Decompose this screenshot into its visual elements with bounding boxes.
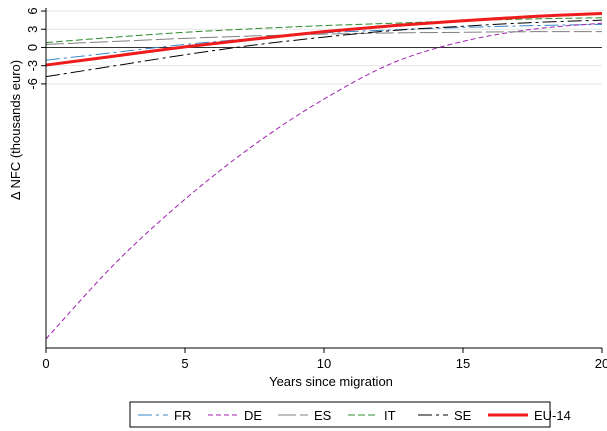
series-line-es <box>45 31 603 45</box>
series-lines <box>45 11 603 340</box>
axes <box>45 8 602 349</box>
y-axis-label: Δ NFC (thousands euro) <box>8 60 23 200</box>
series-line-de <box>45 22 603 340</box>
y-tick-label: -3 <box>25 60 40 72</box>
series-line-it <box>45 17 603 44</box>
x-tick-label: 10 <box>317 356 331 371</box>
legend-label-fr: FR <box>174 408 191 423</box>
legend-label-de: DE <box>244 408 262 423</box>
x-tick-label: 15 <box>456 356 470 371</box>
x-tick-labels: 0 5 10 15 20 <box>42 348 607 371</box>
legend-label-es: ES <box>314 408 332 423</box>
x-tick-label: 0 <box>42 356 49 371</box>
legend-box <box>129 401 551 428</box>
x-tick-label: 20 <box>595 356 607 371</box>
y-tick-label: 6 <box>25 7 40 14</box>
x-tick-label: 5 <box>181 356 188 371</box>
legend-label-eu-14: EU-14 <box>534 408 571 423</box>
x-axis-label: Years since migration <box>269 374 393 389</box>
series-line-se <box>45 19 603 78</box>
gridlines <box>46 10 602 85</box>
legend-label-it: IT <box>384 408 396 423</box>
y-tick-label: 3 <box>25 26 40 33</box>
legend-label-se: SE <box>454 408 472 423</box>
y-tick-label: -6 <box>25 78 40 90</box>
series-line-eu-14 <box>45 11 603 67</box>
y-tick-labels: 6 3 0 -3 -6 <box>25 7 46 90</box>
legend: FR DE ES IT SE EU-14 <box>129 401 571 428</box>
y-tick-label: 0 <box>25 44 40 51</box>
